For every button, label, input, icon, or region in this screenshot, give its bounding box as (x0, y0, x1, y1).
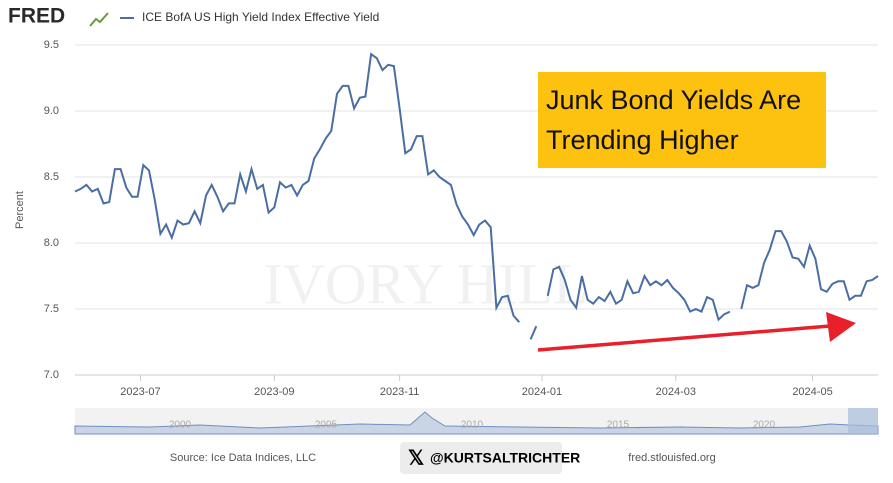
x-tick-label: 2023-07 (120, 386, 160, 398)
credit-badge (400, 442, 562, 474)
x-tick-label: 2024-03 (656, 386, 696, 398)
navigator-label: 2020 (753, 420, 776, 431)
navigator-label: 2005 (315, 420, 338, 431)
x-tick-label: 2023-11 (380, 386, 420, 398)
navigator-label: 2000 (169, 420, 192, 431)
credit: @KURTSALTRICHTER (430, 450, 580, 466)
navigator-label: 2010 (461, 420, 484, 431)
x-tick-label: 2024-01 (522, 386, 562, 398)
navigator-labels: 2000 2005 2010 2015 2020 (169, 420, 776, 431)
arrow (537, 324, 831, 352)
navigator-label: 2015 (607, 420, 630, 431)
y-axis-label: Percent (14, 191, 26, 229)
x-logo: 𝕏 (408, 447, 424, 469)
annotation-line: Trending Higher (546, 125, 739, 155)
annotation-line: Junk Bond Yields Are (546, 85, 801, 115)
y-tick-label: 7.0 (44, 369, 59, 381)
site: fred.stlouisfed.org (628, 452, 715, 464)
x-tick-label: 2023-09 (254, 386, 294, 398)
arrow-head (826, 312, 856, 342)
y-tick-label: 8.0 (44, 237, 59, 249)
y-tick-label: 7.5 (44, 303, 59, 315)
y-tick-label: 8.5 (44, 171, 59, 183)
y-tick-label: 9.0 (44, 105, 59, 117)
navigator-window (848, 408, 878, 434)
y-tick-label: 9.5 (44, 39, 59, 51)
logo-icon (89, 12, 109, 27)
logo: FRED (8, 5, 65, 28)
annotation-box (538, 72, 826, 168)
series-line (74, 52, 879, 340)
source: Source: Ice Data Indices, LLC (170, 452, 316, 464)
legend-label: ICE BofA US High Yield Index Effective Y… (142, 10, 379, 24)
watermark: IVORY HILL (264, 251, 589, 316)
x-tick-label: 2024-05 (792, 386, 832, 398)
